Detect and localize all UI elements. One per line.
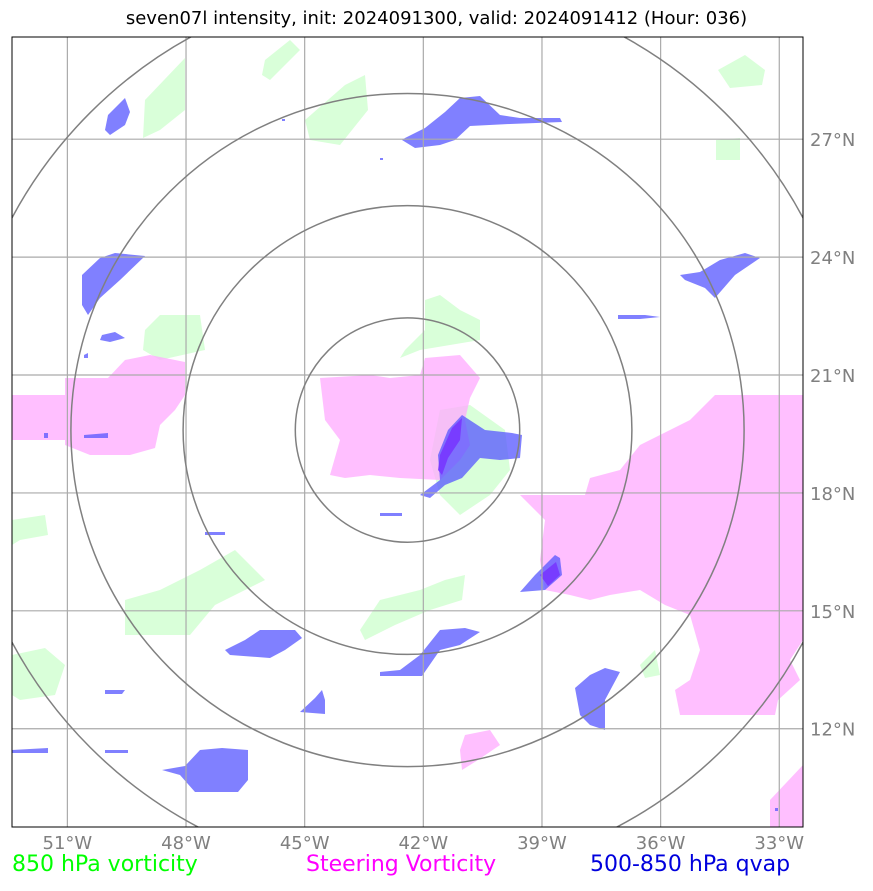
- latitude-tick-label: 18°N: [810, 484, 855, 505]
- map-title: seven07l intensity, init: 2024091300, va…: [125, 8, 748, 29]
- longitude-tick-label: 48°W: [161, 833, 211, 854]
- range-ring: [294, 317, 521, 543]
- latitude-tick-labels: 12°N 15°N 18°N 21°N 24°N 27°N: [810, 130, 855, 741]
- latitude-tick-label: 15°N: [810, 602, 855, 623]
- legend-steering-vorticity: Steering Vorticity: [306, 852, 497, 877]
- gridlines: [12, 37, 803, 827]
- longitude-tick-label: 45°W: [280, 833, 330, 854]
- plot-frame: [11, 36, 804, 828]
- longitude-tick-label: 42°W: [398, 833, 448, 854]
- steering-vorticity-layer: [12, 355, 803, 827]
- range-ring: [70, 92, 745, 768]
- latitude-tick-label: 21°N: [810, 366, 855, 387]
- legend-qvap: 500-850 hPa qvap: [590, 852, 791, 877]
- longitude-tick-labels: 51°W 48°W 45°W 42°W 39°W 36°W 33°W: [43, 833, 805, 854]
- latitude-tick-label: 27°N: [810, 130, 855, 151]
- legend-850-vorticity: 850 hPa vorticity: [12, 852, 198, 877]
- longitude-tick-label: 33°W: [754, 833, 804, 854]
- vorticity-850-layer: [12, 40, 765, 700]
- longitude-tick-label: 51°W: [43, 833, 93, 854]
- latitude-tick-label: 24°N: [810, 248, 855, 269]
- range-rings: [12, 37, 803, 827]
- longitude-tick-label: 36°W: [636, 833, 686, 854]
- longitude-tick-label: 39°W: [517, 833, 567, 854]
- overlap-layer: [438, 418, 560, 586]
- latitude-tick-label: 12°N: [810, 720, 855, 741]
- range-ring: [182, 204, 633, 656]
